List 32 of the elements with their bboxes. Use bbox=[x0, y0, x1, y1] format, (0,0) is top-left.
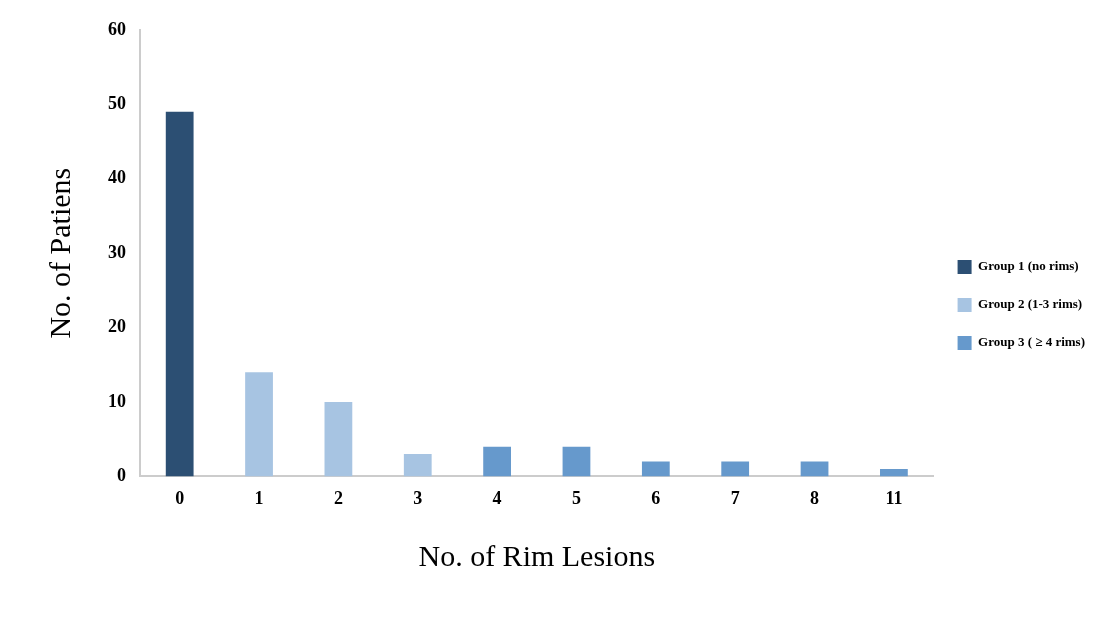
y-tick-label: 50 bbox=[108, 93, 126, 114]
bar bbox=[165, 111, 194, 477]
bar bbox=[245, 372, 273, 477]
bar bbox=[403, 454, 432, 477]
x-tick-label: 5 bbox=[571, 487, 581, 508]
x-tick-label: 3 bbox=[413, 487, 423, 508]
y-tick-label: 0 bbox=[117, 465, 126, 486]
bar bbox=[880, 468, 908, 477]
bar bbox=[562, 446, 591, 477]
y-tick-label: 10 bbox=[108, 390, 126, 411]
x-tick-label: 1 bbox=[254, 487, 264, 508]
x-tick-label: 8 bbox=[810, 487, 820, 508]
bar bbox=[641, 461, 670, 477]
legend-label: Group 1 (no rims) bbox=[978, 258, 1079, 274]
bar bbox=[721, 461, 750, 477]
x-tick-label: 4 bbox=[492, 487, 502, 508]
legend-label: Group 3 ( ≥ 4 rims) bbox=[978, 334, 1085, 350]
x-tick-label: 6 bbox=[651, 487, 661, 508]
y-tick-label: 20 bbox=[108, 316, 126, 337]
y-tick-label: 60 bbox=[108, 18, 126, 39]
legend-label: Group 2 (1-3 rims) bbox=[978, 296, 1083, 312]
x-tick-label: 7 bbox=[730, 487, 740, 508]
x-axis-title: No. of Rim Lesions bbox=[418, 538, 656, 572]
bar bbox=[324, 402, 353, 477]
y-tick-label: 30 bbox=[108, 241, 126, 262]
x-tick-label: 2 bbox=[333, 487, 343, 508]
y-tick-label: 40 bbox=[108, 167, 126, 188]
bar bbox=[483, 446, 511, 477]
x-tick-label: 11 bbox=[885, 487, 903, 508]
x-tick-label: 0 bbox=[175, 487, 185, 508]
y-axis-title: No. of Patiens bbox=[42, 167, 76, 339]
bar bbox=[800, 461, 829, 477]
